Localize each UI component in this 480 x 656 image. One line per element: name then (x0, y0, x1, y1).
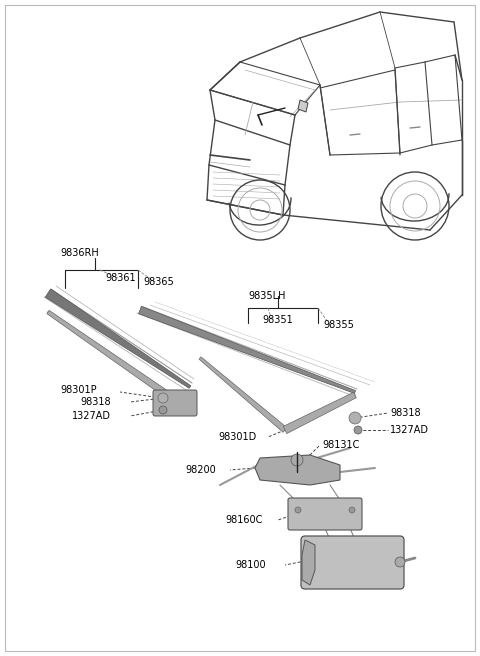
Text: 98365: 98365 (143, 277, 174, 287)
Text: 98100: 98100 (235, 560, 265, 570)
Text: 98301P: 98301P (60, 385, 96, 395)
Polygon shape (298, 100, 308, 112)
Text: 98318: 98318 (80, 397, 110, 407)
Text: 9835LH: 9835LH (248, 291, 286, 301)
FancyBboxPatch shape (153, 390, 197, 416)
Text: 98301D: 98301D (218, 432, 256, 442)
Polygon shape (47, 310, 177, 403)
Circle shape (349, 412, 361, 424)
Text: 1327AD: 1327AD (390, 425, 429, 435)
Polygon shape (255, 455, 340, 485)
Polygon shape (199, 357, 287, 432)
Circle shape (395, 557, 405, 567)
Circle shape (159, 406, 167, 414)
Text: 98361: 98361 (105, 273, 136, 283)
Text: 98200: 98200 (185, 465, 216, 475)
Circle shape (354, 426, 362, 434)
Polygon shape (302, 540, 315, 585)
FancyBboxPatch shape (301, 536, 404, 589)
Circle shape (158, 393, 168, 403)
Text: 98355: 98355 (323, 320, 354, 330)
Polygon shape (283, 392, 356, 434)
Text: 98351: 98351 (262, 315, 293, 325)
Circle shape (349, 507, 355, 513)
Polygon shape (45, 289, 191, 388)
FancyBboxPatch shape (288, 498, 362, 530)
Circle shape (291, 454, 303, 466)
Text: 1327AD: 1327AD (72, 411, 111, 421)
Text: 98160C: 98160C (225, 515, 263, 525)
Circle shape (295, 507, 301, 513)
Polygon shape (139, 306, 356, 394)
Text: 9836RH: 9836RH (60, 248, 99, 258)
Text: 98318: 98318 (390, 408, 420, 418)
Text: 98131C: 98131C (322, 440, 360, 450)
